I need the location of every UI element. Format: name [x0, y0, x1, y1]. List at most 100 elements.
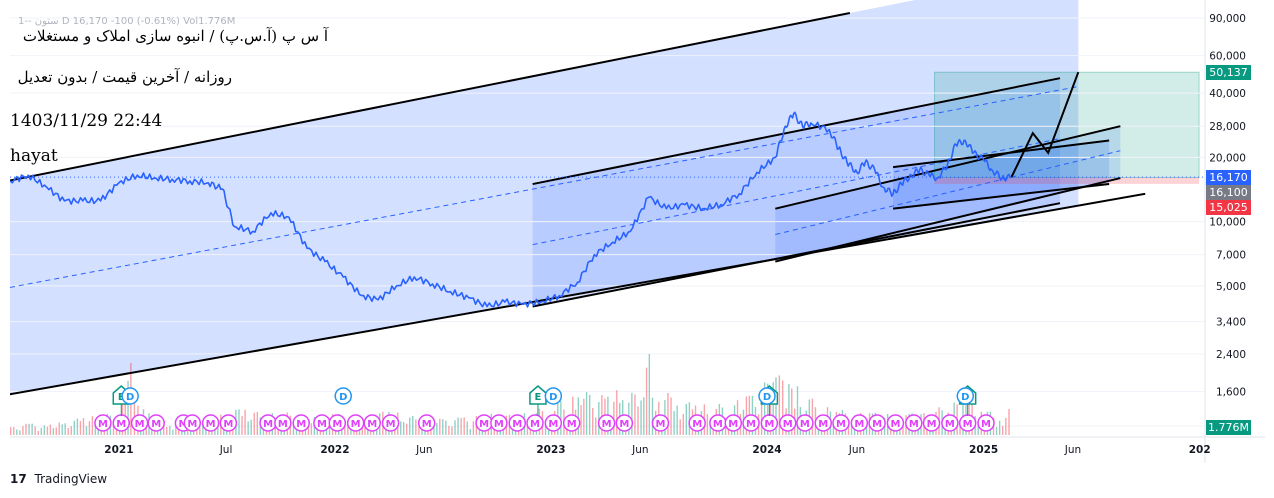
volume-bar [58, 422, 60, 435]
main-channel-median-line[interactable] [10, 86, 1079, 288]
event-marker-m[interactable]: M [688, 414, 706, 432]
event-marker-m[interactable]: M [130, 414, 149, 432]
volume-bar [637, 406, 639, 435]
event-marker-d[interactable]: D [758, 387, 776, 405]
x-tick-label: Jun [848, 444, 865, 456]
event-marker-m[interactable]: M [651, 414, 670, 432]
event-marker-ring [814, 414, 832, 432]
event-marker-m[interactable]: M [381, 414, 400, 432]
volume-bar [163, 420, 165, 435]
event-marker-ring [562, 414, 581, 432]
inner-channel-lower-2[interactable] [892, 183, 1110, 210]
inner-channel-fill-1 [775, 126, 1121, 262]
volume-bar [61, 424, 63, 435]
event-marker-m[interactable]: M [868, 414, 886, 432]
inner-channel-lower-1[interactable] [775, 177, 1121, 263]
x-tick-label: Jun [1064, 444, 1081, 456]
event-marker-letter: D [126, 392, 134, 403]
event-marker-ring [905, 414, 923, 432]
event-marker-m[interactable]: M [475, 414, 493, 432]
main-channel-upper-line[interactable] [0, 12, 851, 184]
event-marker-m[interactable]: M [313, 414, 331, 432]
event-marker-letter: M [351, 419, 361, 430]
event-marker-m[interactable]: M [742, 414, 760, 432]
event-marker-letter: M [692, 419, 702, 430]
inner-channel-lower-0[interactable] [532, 202, 1061, 308]
event-marker-m[interactable]: M [778, 414, 797, 432]
event-marker-m[interactable]: M [112, 414, 131, 432]
volume-bar [1008, 409, 1010, 435]
volume-bar [424, 428, 426, 435]
event-marker-m[interactable]: M [544, 414, 563, 432]
event-marker-d[interactable]: D [121, 387, 139, 405]
y-tick-label: 10,000 [1209, 217, 1246, 229]
volume-bar [151, 426, 153, 435]
event-marker-m[interactable]: M [850, 414, 869, 432]
event-marker-m[interactable]: M [201, 414, 220, 432]
volume-bar [595, 417, 597, 435]
volume-bar [64, 423, 66, 435]
event-marker-m[interactable]: M [328, 414, 347, 432]
volume-bar [292, 423, 295, 435]
volume-bar [307, 423, 310, 435]
event-marker-m[interactable]: M [363, 414, 381, 432]
event-marker-m[interactable]: M [94, 414, 112, 432]
tradingview-brand[interactable]: 17 TradingView [10, 472, 107, 486]
event-marker-m[interactable]: M [760, 414, 779, 432]
event-marker-m[interactable]: M [977, 414, 995, 432]
event-marker-m[interactable]: M [346, 414, 365, 432]
long-position-stop-zone[interactable] [934, 177, 1200, 184]
event-marker-m[interactable]: M [814, 414, 832, 432]
main-channel-lower-line[interactable] [0, 192, 1146, 398]
x-axis[interactable]: 2021 Jul 2022 Jun 2023 Jun 2024 Jun 2025 Jun 202 [10, 436, 1265, 456]
event-marker-letter: M [836, 419, 846, 430]
volume-bar [788, 384, 790, 435]
event-marker-m[interactable]: M [922, 414, 941, 432]
event-marker-m[interactable]: M [796, 414, 814, 432]
event-marker-m[interactable]: M [615, 414, 634, 432]
event-marker-m[interactable]: M [709, 414, 727, 432]
inner-channel-upper-1[interactable] [775, 125, 1121, 210]
event-marker-m[interactable]: M [259, 414, 277, 432]
event-marker-m[interactable]: M [219, 414, 238, 432]
event-marker-letter: M [927, 419, 937, 430]
price-line[interactable] [10, 111, 1012, 308]
volume-bar [73, 420, 76, 435]
inner-channel-upper-0[interactable] [532, 77, 1061, 186]
event-marker-e[interactable]: E [529, 385, 547, 416]
projection-path[interactable] [1010, 71, 1080, 178]
event-marker-m[interactable]: M [562, 414, 581, 432]
event-marker-d[interactable]: D [544, 387, 563, 405]
event-marker-m[interactable]: M [958, 414, 977, 432]
volume-bar [22, 426, 24, 435]
event-marker-m[interactable]: M [183, 414, 202, 432]
volume-bar [899, 426, 901, 435]
event-marker-m[interactable]: M [724, 414, 743, 432]
event-marker-m[interactable]: M [941, 414, 959, 432]
event-marker-m[interactable]: M [832, 414, 850, 432]
price-series-line[interactable] [10, 111, 1012, 308]
y-axis[interactable]: 90,000 60,000 40,000 28,000 20,000 10,000 7,00… [1204, 0, 1246, 463]
volume-bar [88, 421, 91, 435]
event-marker-m[interactable]: M [292, 414, 310, 432]
event-marker-ring [544, 387, 563, 405]
drawing-lines[interactable] [0, 12, 1205, 398]
event-marker-m[interactable]: M [274, 414, 292, 432]
event-marker-ring [526, 414, 544, 432]
inner-channel-upper-2[interactable] [892, 139, 1110, 169]
event-markers[interactable]: M M M M MM M M M M M M M M M M M M M M M M M M M M M M M M M M M M M M M M M M… [94, 385, 995, 432]
event-marker-m[interactable]: M [905, 414, 923, 432]
volume-bar [706, 414, 709, 435]
event-marker-m[interactable]: M [526, 414, 544, 432]
event-marker-m[interactable]: M [597, 414, 616, 432]
event-marker-d[interactable]: D [956, 387, 975, 405]
event-marker-m[interactable]: M [886, 414, 905, 432]
event-marker-ring [219, 414, 238, 432]
event-marker-m[interactable]: M [417, 414, 436, 432]
event-marker-m[interactable]: M [508, 414, 526, 432]
event-marker-m[interactable]: M [490, 414, 508, 432]
event-marker-d[interactable]: D [334, 387, 352, 405]
volume-bar [469, 428, 471, 435]
event-marker-m[interactable]: M [147, 414, 165, 432]
